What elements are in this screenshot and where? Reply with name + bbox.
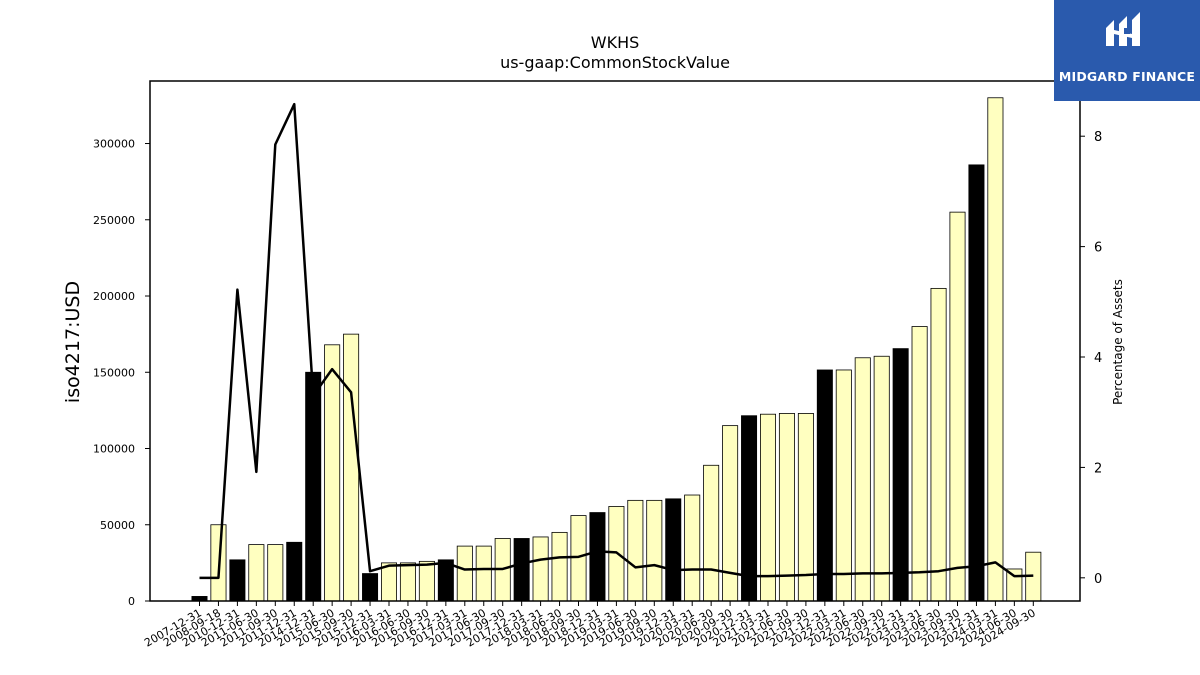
- logo-text: MIDGARD FINANCE: [1058, 69, 1196, 84]
- plot-frame: [149, 80, 1081, 602]
- bar: [873, 355, 890, 602]
- bar: [305, 371, 322, 602]
- y2-tick-label: 0: [1094, 572, 1102, 587]
- y-axis-label-left: iso4217:USD: [62, 281, 84, 403]
- bar: [892, 348, 909, 602]
- bar: [475, 545, 492, 602]
- y-tick-label: 250000: [93, 214, 135, 227]
- bar: [816, 369, 833, 602]
- percentage-line: [199, 102, 1034, 580]
- y-tick-label: 150000: [93, 366, 135, 379]
- bar: [267, 544, 284, 602]
- bar: [741, 415, 758, 602]
- bar: [684, 494, 701, 602]
- bar: [665, 498, 682, 602]
- y-tick-label: 50000: [100, 519, 135, 532]
- y2-tick-label: 4: [1094, 351, 1102, 366]
- y-tick-label: 100000: [93, 443, 135, 456]
- y-axis-left: 0 50000 100000 150000 200000 250000 300000: [93, 138, 150, 608]
- bar: [987, 97, 1004, 602]
- bar: [570, 515, 587, 602]
- bar: [513, 538, 530, 602]
- y-tick-label: 200000: [93, 290, 135, 303]
- brand-logo: MIDGARD FINANCE: [1054, 0, 1200, 101]
- bar: [286, 541, 303, 602]
- bar: [418, 560, 435, 602]
- bar: [551, 531, 568, 602]
- bar: [854, 357, 871, 602]
- bar: [968, 164, 985, 602]
- bar: [589, 512, 606, 602]
- chart-title: WKHS: [591, 33, 640, 52]
- y-axis-label-right: Percentage of Assets: [1111, 279, 1125, 405]
- bar: [911, 326, 928, 602]
- bar: [627, 499, 644, 602]
- bar: [930, 287, 947, 602]
- bar: [797, 413, 814, 602]
- bar: [362, 573, 379, 602]
- bar: [532, 536, 549, 602]
- y2-tick-label: 8: [1094, 130, 1102, 145]
- bar: [343, 333, 360, 602]
- bar: [399, 562, 416, 602]
- bar: [760, 413, 777, 602]
- line-group: [199, 102, 1034, 580]
- bar: [324, 344, 341, 602]
- y-axis-right: 0 2 4 6 8: [1080, 130, 1102, 587]
- bar: [248, 544, 265, 602]
- y2-tick-label: 2: [1094, 461, 1102, 476]
- bar: [835, 369, 852, 602]
- bar: [229, 559, 246, 602]
- x-axis: 2007-12-312008-09-182010-12-312011-06-30…: [142, 601, 1038, 650]
- y2-tick-label: 6: [1094, 241, 1102, 256]
- bar: [703, 464, 720, 602]
- bar: [380, 562, 397, 602]
- chart-subtitle: us-gaap:CommonStockValue: [500, 53, 730, 72]
- y-tick-label: 300000: [93, 138, 135, 151]
- logo-mark-icon: [1106, 12, 1140, 46]
- bar: [778, 413, 795, 602]
- bar: [456, 545, 473, 602]
- y-tick-label: 0: [128, 595, 135, 608]
- bar: [646, 499, 663, 602]
- bars-group: [191, 97, 1042, 602]
- bar: [949, 211, 966, 602]
